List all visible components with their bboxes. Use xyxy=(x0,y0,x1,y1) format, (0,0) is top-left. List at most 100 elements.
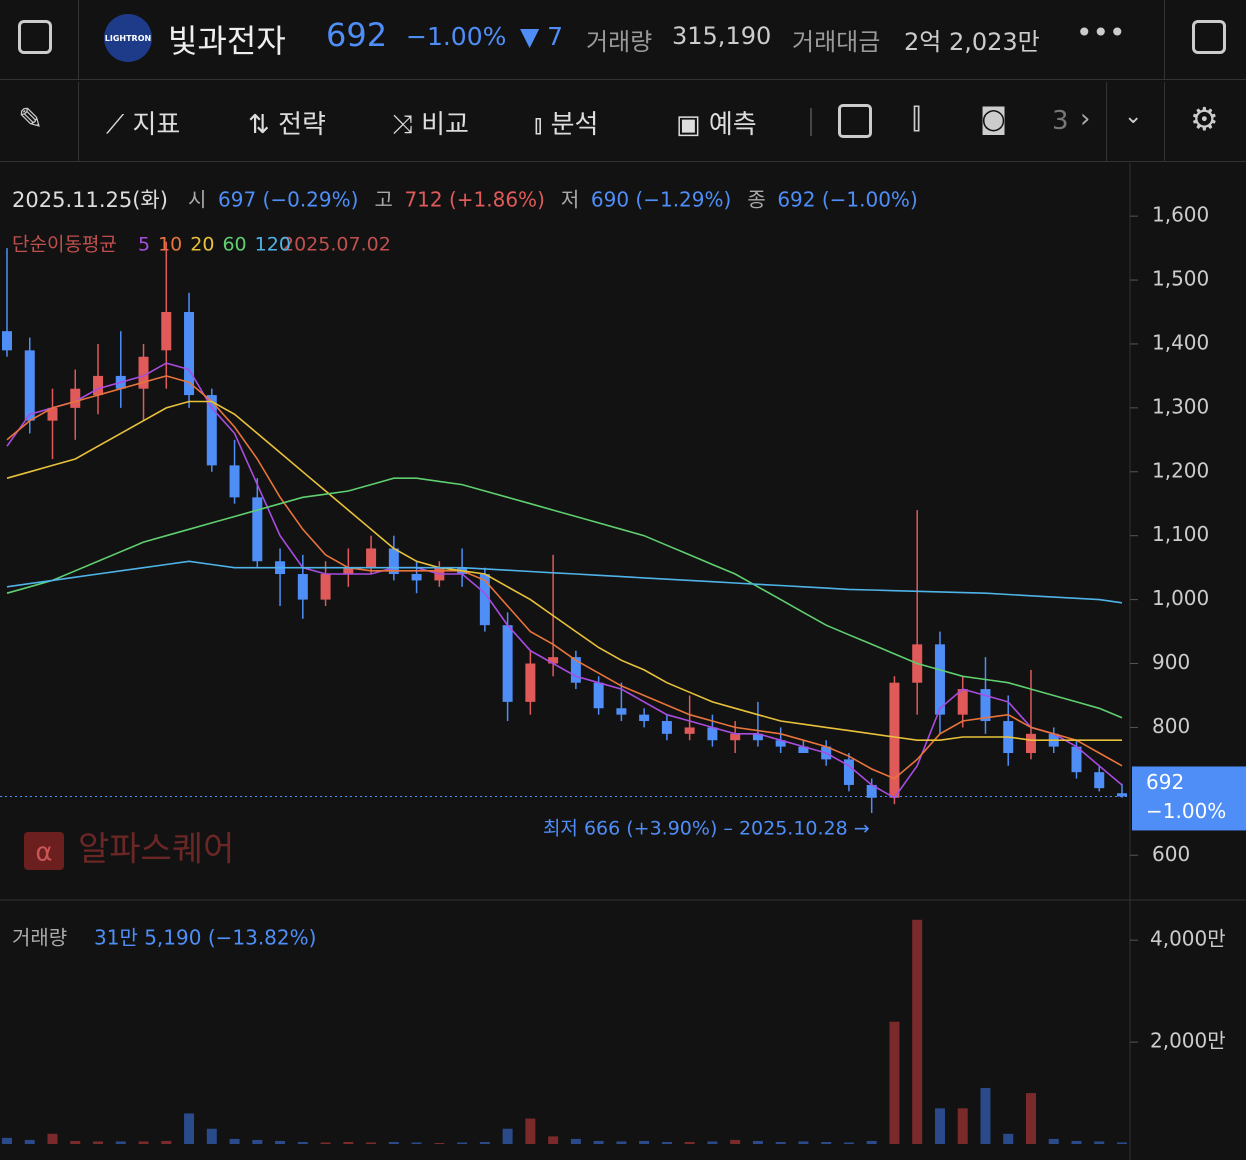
candle-body xyxy=(593,682,604,709)
volume: 315,190 xyxy=(672,22,772,50)
volume-bar xyxy=(912,919,923,1144)
info-key: 저 xyxy=(561,188,579,212)
candle-body xyxy=(320,574,331,600)
volume-bar xyxy=(343,1141,354,1144)
volume-bar xyxy=(229,1138,240,1144)
toolbar-item[interactable]: ⤨ 비교 xyxy=(392,110,469,140)
candle-body xyxy=(570,657,581,683)
toolbar-item[interactable]: ⇅ 전략 xyxy=(248,110,326,140)
candle-body xyxy=(1025,733,1036,753)
candle-body xyxy=(980,689,991,722)
candle-tool[interactable]: ⫿ xyxy=(912,102,921,135)
candle-body xyxy=(297,574,308,600)
info-value: 697 (−0.29%) xyxy=(218,188,358,212)
volume-bar xyxy=(616,1141,627,1144)
volume-label: 거래량 xyxy=(586,28,653,56)
candle-body xyxy=(138,356,149,389)
candle-body xyxy=(775,740,786,747)
volume-bar xyxy=(980,1087,991,1144)
candle-body xyxy=(93,375,104,396)
volume-bar xyxy=(1071,1140,1082,1144)
more-menu[interactable]: ••• xyxy=(1076,16,1126,49)
y-tick-label: 1,400 xyxy=(1152,330,1209,354)
price-tag-change: −1.00% xyxy=(1146,799,1226,823)
candle-body xyxy=(957,689,968,715)
volume-bar xyxy=(320,1142,331,1144)
candle-body xyxy=(639,714,650,722)
toolbar-item[interactable]: ⟋ 지표 xyxy=(106,110,181,140)
toolbar-item[interactable]: ▣ 예측 xyxy=(676,110,757,140)
volume-bar xyxy=(161,1140,172,1144)
volume-bar xyxy=(24,1139,35,1144)
volume-bar xyxy=(752,1140,763,1144)
volume-bar xyxy=(661,1141,672,1144)
toolbar-item[interactable]: ⫾ 분석 xyxy=(534,110,599,140)
volume-bar xyxy=(2,1137,12,1144)
more-count[interactable]: 3 xyxy=(1052,106,1069,136)
watermark-icon-text: α xyxy=(35,838,52,868)
camera-tool[interactable]: ◙ xyxy=(980,102,1008,135)
volume-bar xyxy=(684,1141,695,1144)
info-key: 고 xyxy=(374,188,392,212)
change-pct: −1.00% xyxy=(406,22,507,51)
candle-body xyxy=(366,548,377,568)
candle-body xyxy=(70,388,81,408)
low-annotation: 최저 666 (+3.90%) – 2025.10.28 → xyxy=(543,818,870,840)
sidebar-toggle[interactable] xyxy=(18,20,52,54)
scroll-right[interactable]: › xyxy=(1080,104,1091,134)
ma-line xyxy=(6,375,1123,780)
amount-label: 거래대금 xyxy=(792,28,881,56)
candle-body xyxy=(411,574,422,581)
label: 예측 xyxy=(708,110,757,140)
y-tick-label: 600 xyxy=(1152,842,1190,866)
candle-body xyxy=(1117,793,1127,797)
candle-body xyxy=(47,407,58,421)
volume-bar xyxy=(184,1113,195,1144)
volume-bar xyxy=(206,1128,217,1144)
ma-title: 단순이동평균 xyxy=(12,234,117,256)
ma-line xyxy=(6,400,1122,741)
legend-entry: 120 xyxy=(255,234,291,256)
collapse[interactable]: ⌄ xyxy=(1124,104,1143,129)
y-tick-label: 800 xyxy=(1152,714,1190,738)
candle-body xyxy=(752,733,763,741)
candle-body xyxy=(684,727,695,734)
settings[interactable]: ⚙ xyxy=(1190,100,1219,138)
candle-body xyxy=(502,625,513,702)
volume-subtitle: 31만 5,190 (−13.82%) xyxy=(94,926,316,950)
volume-title: 거래량 xyxy=(12,926,67,950)
toolbar: ✎ ⟋ 지표 ⇅ 전략 ⤨ 비교 ⫾ 분석 ▣ 예측 ⫿ ◙ 3 › ⌄ ⚙ xyxy=(0,82,1246,162)
candle-body xyxy=(1071,746,1082,773)
price-tag xyxy=(1132,766,1246,831)
y-tick-label: 1,200 xyxy=(1152,458,1209,482)
candle-body xyxy=(616,708,627,715)
volume-bar xyxy=(1003,1133,1014,1144)
candle-body xyxy=(229,465,240,498)
candle-body xyxy=(843,759,854,785)
volume-bar xyxy=(525,1118,536,1144)
volume-bar xyxy=(1048,1138,1059,1144)
rect-tool[interactable] xyxy=(838,104,872,138)
candle-body xyxy=(525,663,536,702)
volume-bar xyxy=(457,1142,468,1144)
legend-entry: 20 xyxy=(190,234,214,256)
candle-body xyxy=(479,574,490,626)
ma-date: 2025.07.02 xyxy=(282,234,391,256)
draw-tool[interactable]: ✎ xyxy=(18,102,44,137)
volume-bar xyxy=(479,1141,490,1144)
candle-body xyxy=(730,733,741,741)
candle-body xyxy=(24,350,35,421)
volume-bar xyxy=(388,1141,399,1144)
legend-entry: 60 xyxy=(222,234,246,256)
candle-body xyxy=(934,644,945,715)
candle-body xyxy=(161,312,172,351)
candle-body xyxy=(2,331,12,351)
volume-bar xyxy=(593,1140,604,1144)
price-tag-value: 692 xyxy=(1146,770,1184,794)
candle-body xyxy=(889,682,900,798)
y-tick-label: 2,000만 xyxy=(1150,1029,1226,1053)
candle-body xyxy=(184,312,195,396)
label: 전략 xyxy=(278,110,326,140)
panel-toggle[interactable] xyxy=(1192,20,1226,54)
volume-bar xyxy=(70,1140,81,1144)
